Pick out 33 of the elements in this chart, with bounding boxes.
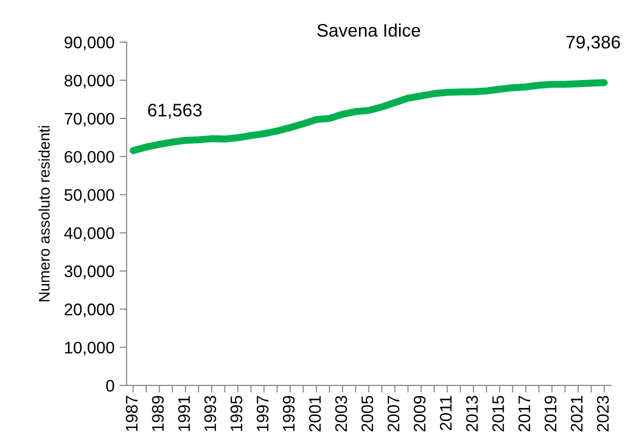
y-tick-label: 70,000 bbox=[64, 112, 114, 127]
x-tick-label: 2023 bbox=[596, 396, 609, 432]
x-tick-label: 1999 bbox=[282, 396, 295, 431]
y-tick-label: 50,000 bbox=[64, 189, 114, 203]
y-tick-label: 0 bbox=[106, 380, 114, 392]
x-tick-label: 2013 bbox=[466, 396, 478, 432]
y-tick-label: 30,000 bbox=[64, 265, 114, 280]
y-axis-title: Numero assoluto residenti bbox=[38, 126, 50, 302]
x-tick-label: 1997 bbox=[256, 396, 268, 431]
x-tick-label: 2007 bbox=[388, 396, 400, 432]
x-tick-label: 2011 bbox=[440, 396, 452, 430]
y-tick-label: 60,000 bbox=[64, 150, 114, 165]
y-tick-label: 40,000 bbox=[64, 227, 114, 242]
x-tick-label: 1989 bbox=[152, 396, 164, 431]
x-tick-label: 1993 bbox=[204, 396, 216, 431]
x-tick-label: 2021 bbox=[570, 396, 583, 432]
x-tick-label: 1995 bbox=[230, 396, 242, 431]
x-tick-label: 2019 bbox=[544, 396, 556, 432]
data-label: 61,563 bbox=[148, 104, 202, 119]
y-tick-label: 20,000 bbox=[64, 304, 114, 318]
x-tick-label: 2015 bbox=[492, 396, 504, 432]
y-tick-label: 80,000 bbox=[64, 74, 114, 88]
x-tick-label: 1987 bbox=[126, 396, 138, 431]
y-tick-label: 10,000 bbox=[65, 342, 114, 356]
x-tick-label: 1991 bbox=[178, 396, 190, 431]
x-tick-label: 2001 bbox=[309, 396, 321, 432]
x-tick-label: 2005 bbox=[361, 396, 374, 432]
data-label: 79,386 bbox=[566, 36, 620, 51]
x-tick-label: 2017 bbox=[518, 396, 530, 432]
x-tick-label: 2003 bbox=[335, 396, 348, 432]
x-tick-label: 2009 bbox=[414, 396, 426, 432]
y-tick-label: 90,000 bbox=[64, 36, 114, 50]
chart-title: Savena Idice bbox=[317, 24, 420, 37]
